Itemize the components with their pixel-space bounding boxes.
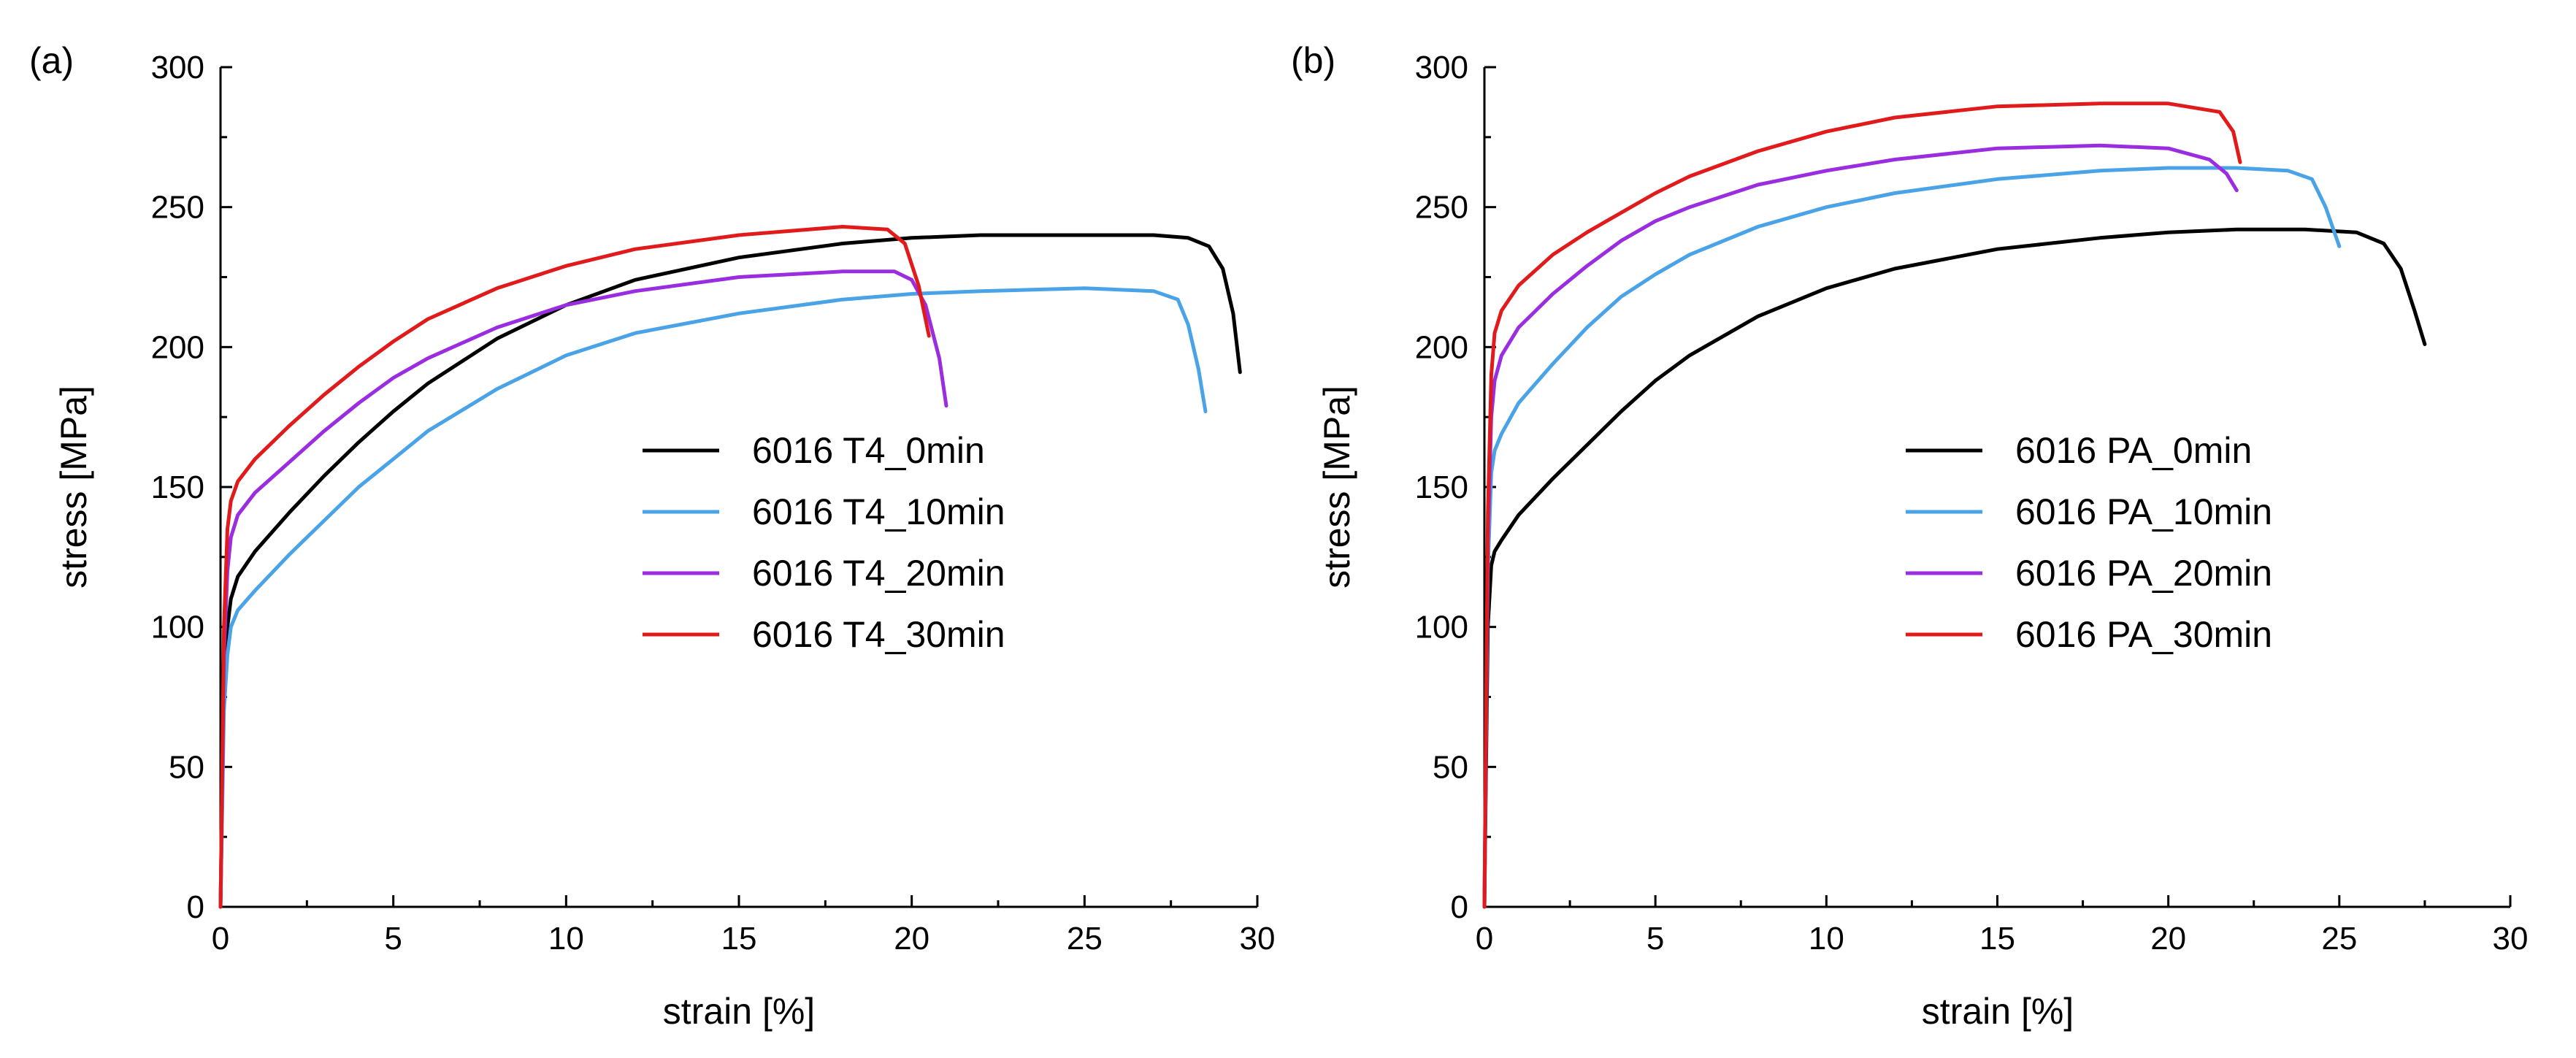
y-tick-label: 150 xyxy=(1415,469,1468,505)
y-tick-label: 0 xyxy=(1451,889,1468,925)
legend-entry-label: 6016 PA_10min xyxy=(2015,491,2272,532)
series-line-4 xyxy=(218,225,931,909)
y-tick-label: 300 xyxy=(151,50,204,85)
x-tick-label: 20 xyxy=(894,921,929,957)
panel-label: (a) xyxy=(29,40,74,81)
y-tick-label: 150 xyxy=(151,469,204,505)
y-axis-label: stress [MPa] xyxy=(53,386,94,589)
y-tick-label: 100 xyxy=(1415,610,1468,645)
y-tick-label: 300 xyxy=(1415,50,1468,85)
legend-entry-label: 6016 T4_20min xyxy=(752,553,1005,594)
legend-entry-label: 6016 PA_30min xyxy=(2015,614,2272,655)
x-tick-label: 25 xyxy=(2321,921,2357,957)
x-tick-label: 0 xyxy=(212,921,229,957)
panel-label: (b) xyxy=(1291,40,1335,81)
x-tick-label: 5 xyxy=(384,921,402,957)
x-axis-label: strain [%] xyxy=(663,991,815,1032)
y-tick-label: 200 xyxy=(151,329,204,365)
x-tick-label: 15 xyxy=(721,921,757,957)
series-line-2 xyxy=(1482,166,2342,909)
legend-entry-label: 6016 T4_30min xyxy=(752,614,1005,655)
x-tick-label: 15 xyxy=(1979,921,2015,957)
y-tick-label: 200 xyxy=(1415,329,1468,365)
y-axis-label: stress [MPa] xyxy=(1316,386,1357,589)
series-line-3 xyxy=(218,269,948,909)
y-tick-label: 250 xyxy=(1415,190,1468,226)
legend-entry-label: 6016 PA_0min xyxy=(2015,430,2252,471)
y-tick-label: 0 xyxy=(187,889,204,925)
x-tick-label: 5 xyxy=(1647,921,1664,957)
series-line-1 xyxy=(218,233,1242,909)
legend-entry-label: 6016 T4_10min xyxy=(752,491,1005,532)
x-tick-label: 20 xyxy=(2150,921,2186,957)
series-line-1 xyxy=(1482,227,2427,909)
y-tick-label: 250 xyxy=(151,190,204,226)
x-tick-label: 30 xyxy=(2493,921,2529,957)
legend-entry-label: 6016 T4_0min xyxy=(752,430,985,471)
y-tick-label: 100 xyxy=(151,610,204,645)
series-line-2 xyxy=(218,286,1208,909)
x-tick-label: 10 xyxy=(1809,921,1844,957)
y-tick-label: 50 xyxy=(1433,749,1468,785)
legend-entry-label: 6016 PA_20min xyxy=(2015,553,2272,594)
series-line-3 xyxy=(1482,143,2239,909)
x-tick-label: 10 xyxy=(548,921,584,957)
x-tick-label: 30 xyxy=(1240,921,1276,957)
series-line-4 xyxy=(1482,101,2242,909)
x-axis-label: strain [%] xyxy=(1922,991,2074,1032)
x-tick-label: 25 xyxy=(1067,921,1103,957)
x-tick-label: 0 xyxy=(1476,921,1493,957)
y-tick-label: 50 xyxy=(169,749,204,785)
